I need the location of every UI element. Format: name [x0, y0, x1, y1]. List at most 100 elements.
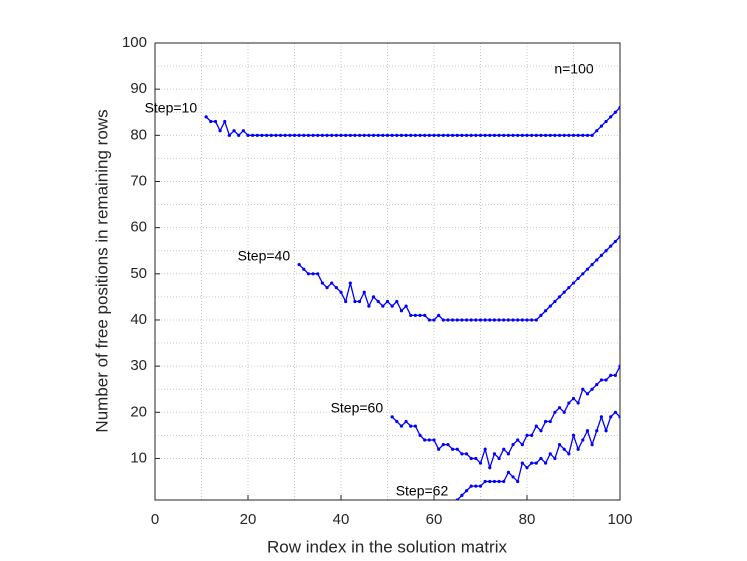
y-tick-label: 70 — [130, 172, 147, 189]
point-marker — [306, 272, 311, 276]
point-marker — [353, 133, 357, 137]
point-marker — [446, 133, 450, 137]
point-marker — [209, 119, 213, 124]
point-marker — [525, 133, 529, 137]
y-tick-label: 90 — [130, 80, 147, 97]
point-marker — [609, 244, 613, 248]
point-marker — [604, 378, 608, 382]
point-marker — [530, 461, 534, 465]
point-marker — [613, 373, 617, 377]
point-marker — [418, 433, 422, 437]
series-line — [298, 236, 620, 321]
point-marker — [260, 133, 264, 137]
point-marker — [441, 318, 445, 322]
point-marker — [358, 133, 362, 137]
x-tick-label: 40 — [333, 511, 350, 528]
point-marker — [571, 281, 576, 285]
point-marker — [367, 133, 371, 137]
point-marker — [506, 470, 510, 474]
point-marker — [539, 133, 543, 137]
point-marker — [590, 133, 594, 137]
point-marker — [534, 318, 538, 322]
point-marker — [530, 433, 534, 437]
point-marker — [497, 133, 501, 137]
point-marker — [297, 133, 301, 137]
point-marker — [530, 318, 534, 322]
point-marker — [371, 133, 376, 137]
point-marker — [404, 419, 408, 424]
point-marker — [544, 461, 548, 465]
point-marker — [446, 318, 450, 322]
point-marker — [265, 133, 269, 137]
point-marker — [520, 443, 524, 447]
point-marker — [432, 318, 436, 322]
point-marker — [534, 133, 538, 137]
point-marker — [567, 286, 571, 290]
point-marker — [316, 272, 320, 276]
point-marker — [539, 313, 543, 317]
point-marker — [609, 373, 613, 377]
point-marker — [464, 318, 469, 322]
point-marker — [385, 133, 390, 137]
point-marker — [576, 276, 580, 281]
point-marker — [571, 433, 576, 437]
point-marker — [302, 267, 306, 271]
point-marker — [320, 133, 324, 137]
point-marker — [599, 253, 604, 257]
point-marker — [553, 410, 557, 414]
x-tick-label: 0 — [151, 511, 159, 528]
point-marker — [595, 258, 599, 262]
point-marker — [506, 133, 510, 137]
point-marker — [325, 286, 329, 290]
x-tick-label: 80 — [519, 511, 536, 528]
point-marker — [576, 401, 580, 405]
point-marker — [478, 461, 483, 465]
point-marker — [567, 452, 571, 456]
point-marker — [241, 129, 245, 133]
point-marker — [599, 124, 604, 128]
point-marker — [362, 290, 366, 294]
point-marker — [576, 133, 580, 137]
x-tick-label: 20 — [240, 511, 257, 528]
point-marker — [413, 424, 417, 428]
point-marker — [460, 493, 464, 497]
point-marker — [595, 382, 599, 387]
point-marker — [553, 456, 557, 461]
point-marker — [488, 466, 492, 470]
y-tick-label: 50 — [130, 265, 147, 282]
point-marker — [478, 318, 483, 322]
point-marker — [590, 443, 594, 447]
point-marker — [613, 410, 617, 414]
point-marker — [292, 133, 297, 137]
point-marker — [474, 484, 478, 488]
point-marker — [525, 466, 529, 470]
point-marker — [325, 133, 329, 137]
point-marker — [539, 456, 543, 461]
point-marker — [534, 461, 538, 465]
point-marker — [548, 304, 552, 308]
point-marker — [497, 479, 501, 484]
point-marker — [599, 378, 604, 382]
point-marker — [446, 443, 450, 447]
point-marker — [344, 299, 348, 304]
point-marker — [511, 443, 515, 447]
series-label: Step=10 — [145, 100, 198, 116]
point-marker — [409, 133, 413, 137]
point-marker — [451, 318, 455, 322]
point-marker — [581, 133, 585, 137]
point-marker — [316, 133, 320, 137]
point-marker — [232, 129, 236, 133]
point-marker — [604, 429, 608, 433]
point-marker — [297, 262, 301, 267]
point-marker — [302, 133, 306, 137]
point-marker — [362, 133, 366, 137]
point-marker — [585, 429, 590, 433]
point-marker — [311, 133, 315, 137]
point-marker — [609, 415, 613, 419]
point-marker — [604, 249, 608, 253]
point-marker — [330, 281, 334, 285]
point-marker — [613, 110, 617, 114]
point-marker — [437, 133, 441, 137]
point-marker — [311, 272, 315, 276]
y-tick-label: 80 — [130, 126, 147, 143]
